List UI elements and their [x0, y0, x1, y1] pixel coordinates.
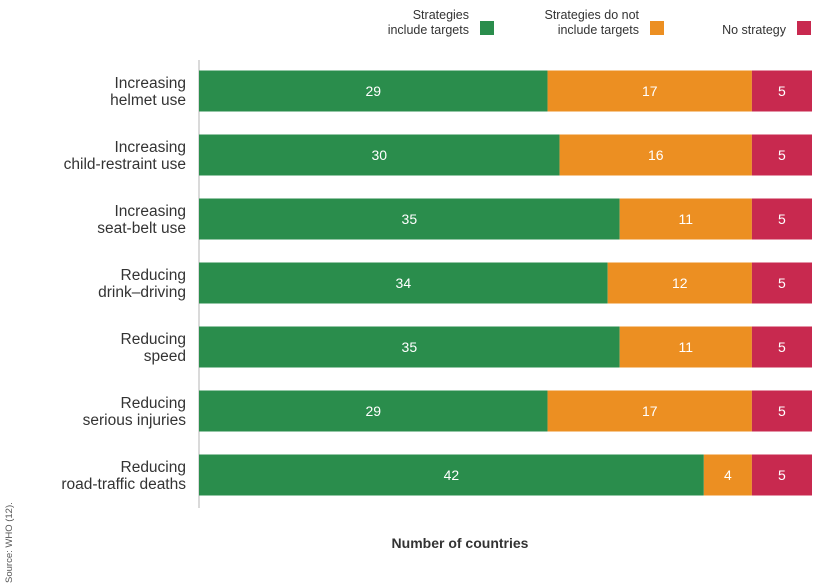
bar-segment-4-0	[199, 326, 620, 368]
data-label-5-1: 17	[642, 403, 658, 419]
category-label-line-2-1: seat-belt use	[97, 220, 186, 237]
legend-label-line-1-1: include targets	[558, 23, 639, 37]
bar-segment-5-2	[751, 390, 812, 432]
x-axis-label: Number of countries	[392, 535, 529, 551]
data-label-5-2: 5	[778, 403, 786, 419]
bar-segment-6-1	[703, 454, 752, 496]
data-label-4-0: 35	[402, 339, 418, 355]
legend-label-2: No strategy	[722, 23, 787, 37]
bar-segment-4-1	[619, 326, 752, 368]
data-label-2-1: 11	[679, 211, 694, 227]
legend-label-line-2-0: No strategy	[722, 23, 787, 37]
data-label-2-2: 5	[778, 211, 786, 227]
bar-segment-4-2	[751, 326, 812, 368]
data-label-0-2: 5	[778, 83, 786, 99]
category-label-3: Reducing drink–driving	[98, 267, 186, 301]
legend-label-line-1-0: Strategies do not	[544, 8, 639, 22]
bar-segment-0-0	[199, 70, 548, 112]
bar-segment-3-1	[607, 262, 752, 304]
data-label-0-0: 29	[365, 83, 381, 99]
bar-segment-1-2	[751, 134, 812, 176]
category-label-line-0-1: helmet use	[110, 92, 186, 109]
bar-segment-6-2	[751, 454, 812, 496]
bar-segment-2-1	[619, 198, 752, 240]
bar-segment-1-0	[199, 134, 560, 176]
bar-segment-5-1	[547, 390, 752, 432]
category-label-line-0-0: Increasing	[114, 75, 186, 92]
legend-swatch-0	[480, 21, 494, 35]
legend-label-0: Strategies include targets	[388, 8, 469, 37]
data-label-4-2: 5	[778, 339, 786, 355]
category-label-6: Reducing road-traffic deaths	[61, 459, 186, 493]
category-label-line-6-1: road-traffic deaths	[61, 476, 186, 493]
data-label-4-1: 11	[679, 339, 694, 355]
legend-swatch-1	[650, 21, 664, 35]
data-label-1-1: 16	[648, 147, 664, 163]
category-label-line-3-0: Reducing	[121, 267, 187, 284]
bar-segment-5-0	[199, 390, 548, 432]
data-label-6-0: 42	[444, 467, 460, 483]
bar-segment-0-1	[547, 70, 752, 112]
bar-segment-0-2	[751, 70, 812, 112]
data-label-2-0: 35	[402, 211, 418, 227]
bar-segment-2-0	[199, 198, 620, 240]
data-label-3-2: 5	[778, 275, 786, 291]
category-label-0: Increasing helmet use	[110, 75, 186, 109]
category-label-line-6-0: Reducing	[121, 459, 187, 476]
category-label-line-4-1: speed	[144, 348, 186, 365]
category-label-line-2-0: Increasing	[114, 203, 186, 220]
category-label-5: Reducing serious injuries	[83, 395, 187, 429]
bar-segment-3-2	[751, 262, 812, 304]
data-label-5-0: 29	[365, 403, 381, 419]
data-label-3-0: 34	[396, 275, 412, 291]
source-note: Source: WHO (12).	[4, 502, 15, 583]
bar-segment-3-0	[199, 262, 608, 304]
legend-label-1: Strategies do not include targets	[544, 8, 639, 37]
bar-segment-2-2	[751, 198, 812, 240]
legend-label-line-0-1: include targets	[388, 23, 469, 37]
data-label-6-2: 5	[778, 467, 786, 483]
category-label-2: Increasing seat-belt use	[97, 203, 186, 237]
data-label-0-1: 17	[642, 83, 658, 99]
category-label-line-4-0: Reducing	[121, 331, 187, 348]
category-label-line-5-0: Reducing	[121, 395, 187, 412]
category-label-line-1-0: Increasing	[114, 139, 186, 156]
category-label-1: Increasing child-restraint use	[64, 139, 186, 173]
category-label-line-5-1: serious injuries	[83, 412, 187, 429]
data-label-1-2: 5	[778, 147, 786, 163]
bar-segment-1-1	[559, 134, 752, 176]
data-label-3-1: 12	[672, 275, 688, 291]
data-label-1-0: 30	[372, 147, 388, 163]
category-label-4: Reducing speed	[121, 331, 187, 365]
category-label-line-1-1: child-restraint use	[64, 156, 186, 173]
data-label-6-1: 4	[724, 467, 732, 483]
legend-label-line-0-0: Strategies	[413, 8, 469, 22]
bar-segment-6-0	[199, 454, 704, 496]
category-label-line-3-1: drink–driving	[98, 284, 186, 301]
legend-swatch-2	[797, 21, 811, 35]
bars-group: 29 17 5 30 16 5 35 11 5 34 12 5 35 11 5 29 17 5 42 4 5	[199, 70, 812, 496]
